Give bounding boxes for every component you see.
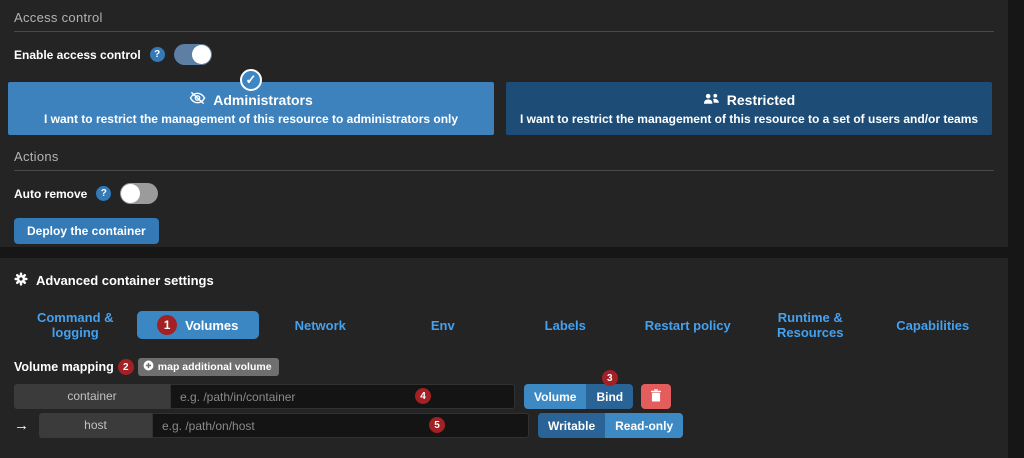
trash-icon: [650, 388, 662, 405]
option-title-row: Administrators: [189, 91, 313, 108]
writable-button[interactable]: Writable: [538, 413, 606, 438]
bind-type-label: Bind: [596, 389, 624, 404]
access-control-section-title: Access control: [14, 10, 994, 32]
tab-restart-policy[interactable]: Restart policy: [644, 317, 731, 333]
tab-command-logging[interactable]: Command & logging: [36, 310, 114, 340]
help-icon: ?: [149, 47, 165, 62]
help-icon: ?: [96, 186, 112, 201]
option-description: I want to restrict the management of thi…: [43, 112, 459, 126]
actions-section-title: Actions: [14, 149, 994, 171]
tab-labels[interactable]: Labels: [544, 317, 586, 333]
host-input-wrap: 5: [152, 413, 529, 438]
tab-capabilities[interactable]: Capabilities: [896, 317, 970, 333]
tab-volumes-label: Volumes: [185, 317, 239, 333]
advanced-settings-section: Advanced container settings Command & lo…: [0, 258, 1008, 458]
annotation-badge-5: 5: [429, 417, 445, 433]
remove-volume-button[interactable]: [641, 384, 672, 409]
container-input-addon: container: [14, 384, 170, 409]
read-only-button[interactable]: Read-only: [605, 413, 684, 438]
option-title-row: Restricted: [703, 92, 795, 108]
option-title: Administrators: [213, 91, 313, 108]
advanced-settings-header: Advanced container settings: [14, 272, 994, 289]
eye-slash-icon: [189, 91, 206, 108]
tab-env[interactable]: Env: [430, 317, 455, 333]
annotation-badge-2: 2: [117, 359, 134, 375]
access-mode-button-group: Writable Read-only: [538, 413, 684, 438]
map-additional-volume-label: map additional volume: [157, 361, 272, 373]
auto-remove-label: Auto remove: [14, 186, 88, 201]
users-icon: [703, 92, 720, 108]
auto-remove-toggle[interactable]: [120, 183, 159, 204]
auto-remove-row: Auto remove ?: [14, 183, 994, 204]
option-description: I want to restrict the management of thi…: [519, 111, 979, 126]
ownership-option-administrators[interactable]: ✓ Administrators I want to restrict the …: [8, 69, 494, 135]
tab-network[interactable]: Network: [294, 317, 346, 333]
host-path-input[interactable]: [152, 413, 529, 438]
volume-type-button-group: Volume 3 Bind: [524, 370, 634, 409]
host-input-addon: host: [39, 413, 152, 438]
ownership-option-restricted[interactable]: Restricted I want to restrict the manage…: [506, 82, 992, 135]
deploy-container-button[interactable]: Deploy the container: [14, 218, 159, 244]
annotation-badge-4: 4: [415, 388, 431, 404]
volume-mapping-header: Volume mapping 2 map additional volume: [14, 358, 994, 376]
settings-tabs: Command & logging 1 Volumes Network Env …: [14, 310, 994, 340]
enable-access-control-label: Enable access control: [14, 47, 141, 62]
volume-mapping-title: Volume mapping: [14, 360, 114, 374]
enable-access-control-row: Enable access control ?: [14, 44, 994, 65]
plus-circle-icon: [143, 360, 154, 374]
container-path-input[interactable]: [170, 384, 515, 409]
annotation-badge-1: 1: [157, 315, 178, 335]
enable-access-control-toggle[interactable]: [173, 44, 212, 65]
volume-type-button[interactable]: Volume: [524, 384, 587, 409]
container-input-wrap: 4: [170, 384, 515, 409]
option-title: Restricted: [726, 91, 796, 108]
advanced-settings-title: Advanced container settings: [36, 273, 214, 288]
container-path-row: container 4 Volume 3 Bind: [14, 370, 994, 409]
tab-volumes[interactable]: 1 Volumes: [136, 311, 259, 339]
host-path-row: → host 5 Writable Read-only: [14, 413, 994, 438]
access-control-section: Access control Enable access control ? ✓: [0, 0, 1008, 247]
arrow-right-icon: →: [14, 417, 29, 434]
annotation-badge-3: 3: [601, 370, 618, 386]
selected-check-icon: ✓: [240, 69, 262, 91]
ownership-options: ✓ Administrators I want to restrict the …: [8, 69, 992, 135]
toggle-knob: [121, 184, 141, 203]
map-additional-volume-button[interactable]: map additional volume: [137, 358, 279, 376]
gear-icon: [14, 272, 28, 289]
toggle-knob: [191, 45, 211, 64]
bind-type-button[interactable]: 3 Bind: [586, 370, 634, 409]
tab-runtime-resources[interactable]: Runtime & Resources: [777, 310, 844, 340]
